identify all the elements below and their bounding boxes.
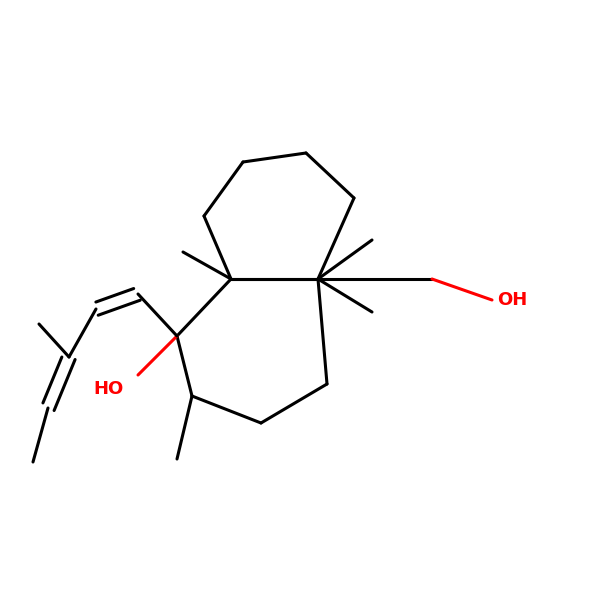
Text: HO: HO (93, 380, 123, 398)
Text: OH: OH (497, 291, 527, 309)
